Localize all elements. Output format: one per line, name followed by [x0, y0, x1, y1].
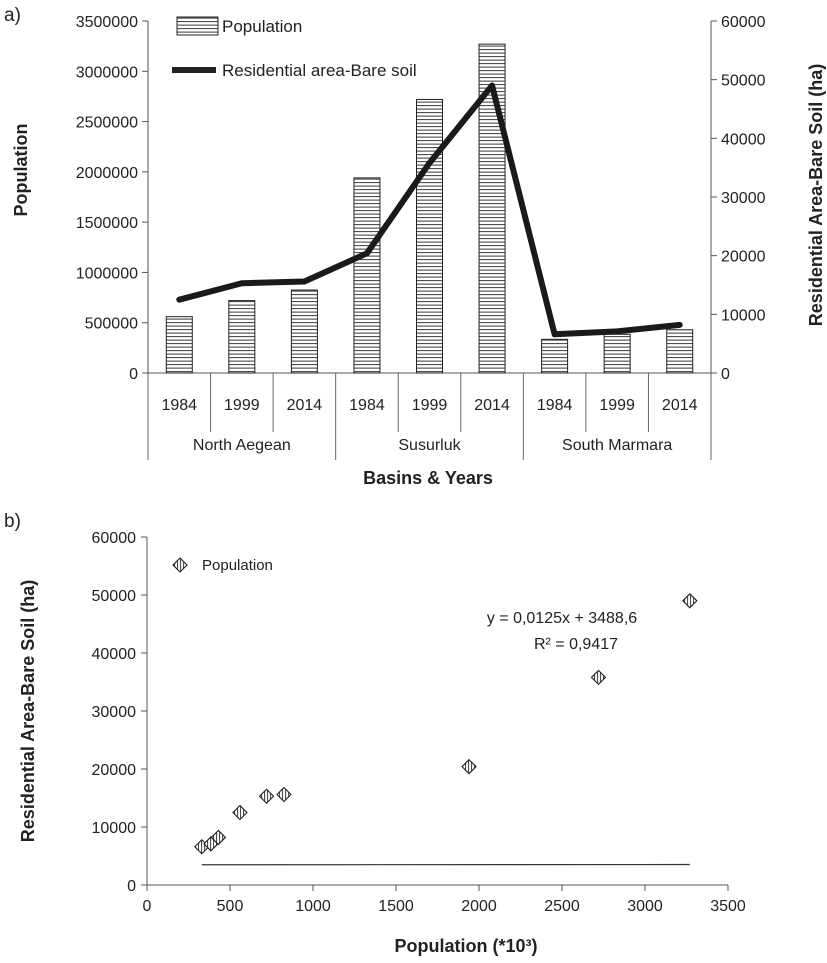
legend-diamond-icon	[172, 557, 188, 573]
left-tick-label: 3500000	[76, 14, 138, 31]
panel-a-bar-line-chart: a) 1984 1999 2014 1984 1999 2014 1984 1999 2014 N…	[4, 5, 826, 488]
population-bar	[416, 98, 443, 374]
left-tick-label: 0	[129, 366, 138, 383]
panel-b-legend: Population	[172, 557, 273, 574]
y-tick-label: 10000	[92, 820, 137, 837]
panel-a-category-axis: 1984 1999 2014 1984 1999 2014 1984 1999 2014 Nort…	[147, 373, 712, 460]
y-tick-label: 50000	[92, 588, 137, 605]
y-tick-label: 30000	[92, 704, 137, 721]
population-bars	[165, 43, 694, 374]
basin-group-label: North Aegean	[193, 437, 291, 454]
residential-area-line	[176, 82, 683, 338]
x-tick-label: 2000	[461, 898, 497, 915]
population-bar	[353, 177, 381, 374]
scatter-point	[590, 669, 607, 686]
legend-population-swatch	[176, 16, 219, 36]
trendline-r-squared: R² = 0,9417	[534, 636, 618, 653]
basin-group-label: Susurluk	[398, 437, 461, 454]
scatter-point	[276, 786, 292, 803]
panel-a-label: a)	[4, 5, 21, 26]
year-tick-label: 1984	[161, 397, 197, 414]
right-tick-label: 20000	[721, 249, 766, 266]
x-tick-label: 3500	[710, 898, 746, 915]
right-tick-label: 10000	[721, 307, 766, 324]
left-tick-label: 2500000	[76, 115, 138, 132]
panel-b-scatter-chart: b) 0 500 1000 1500 2000 2500 3000 3500 0 10000 20…	[4, 511, 746, 956]
year-tick-label: 1999	[224, 397, 260, 414]
right-tick-label: 40000	[721, 131, 766, 148]
panel-b-x-axis-title: Population (*10³)	[395, 936, 538, 956]
scatter-point	[210, 829, 227, 846]
y-tick-label: 60000	[92, 530, 137, 547]
left-tick-label: 1500000	[76, 215, 138, 232]
scatter-point	[461, 758, 477, 775]
legend-scatter-label: Population	[202, 557, 273, 574]
year-tick-label: 2014	[662, 397, 698, 414]
x-tick-label: 1000	[295, 898, 331, 915]
scatter-point	[682, 593, 698, 609]
population-bar	[228, 300, 256, 374]
panel-b-axes	[146, 537, 728, 886]
basin-group-label: South Marmara	[562, 437, 672, 454]
x-tick-label: 2500	[544, 898, 580, 915]
legend-population-label: Population	[222, 17, 302, 36]
x-tick-label: 1500	[378, 898, 414, 915]
panel-a-legend: Population Residential area-Bare soil	[172, 16, 417, 80]
year-tick-label: 1984	[537, 397, 573, 414]
x-tick-label: 500	[217, 898, 244, 915]
panel-b-y-axis-title: Residential Area-Bare Soil (ha)	[18, 580, 38, 842]
scatter-point	[232, 804, 248, 821]
population-bar	[290, 289, 318, 374]
panel-b-x-ticks: 0 500 1000 1500 2000 2500 3000 3500	[143, 885, 746, 915]
right-tick-label: 50000	[721, 73, 766, 90]
population-bar	[165, 316, 193, 374]
panel-a-left-ticks: 0 500000 1000000 1500000 2000000 2500000 30000…	[76, 14, 148, 383]
right-tick-label: 60000	[721, 14, 766, 31]
left-tick-label: 2000000	[76, 165, 138, 182]
x-tick-label: 3000	[627, 898, 663, 915]
year-tick-label: 1984	[349, 397, 385, 414]
left-tick-label: 1000000	[76, 265, 138, 282]
trendline-equation: y = 0,0125x + 3488,6	[487, 610, 637, 627]
y-tick-label: 20000	[92, 762, 137, 779]
population-bar	[666, 329, 694, 374]
population-bar	[541, 338, 569, 374]
scatter-point	[258, 788, 275, 805]
y-tick-label: 40000	[92, 646, 137, 663]
year-tick-label: 1999	[412, 397, 448, 414]
right-tick-label: 30000	[721, 190, 766, 207]
residential-area-polyline	[176, 82, 683, 338]
panel-a-y2-axis-title: Residential Area-Bare Soil (ha)	[806, 64, 826, 326]
panel-b-points	[194, 593, 698, 855]
panel-b-y-ticks: 0 10000 20000 30000 40000 50000 60000	[92, 530, 147, 895]
population-bar	[603, 333, 631, 374]
x-tick-label: 0	[143, 898, 152, 915]
panel-a-x-axis-title: Basins & Years	[363, 468, 493, 488]
legend-residential-label: Residential area-Bare soil	[222, 61, 417, 80]
panel-a-right-ticks: 0 10000 20000 30000 40000 50000 60000	[711, 14, 766, 383]
year-tick-label: 1999	[599, 397, 635, 414]
year-tick-label: 2014	[474, 397, 510, 414]
year-tick-label: 2014	[287, 397, 323, 414]
panel-b-label: b)	[4, 511, 21, 532]
panel-a-y-axis-title: Population	[11, 124, 31, 217]
left-tick-label: 3000000	[76, 64, 138, 81]
left-tick-label: 500000	[85, 316, 138, 333]
right-tick-label: 0	[721, 366, 730, 383]
y-tick-label: 0	[127, 878, 136, 895]
